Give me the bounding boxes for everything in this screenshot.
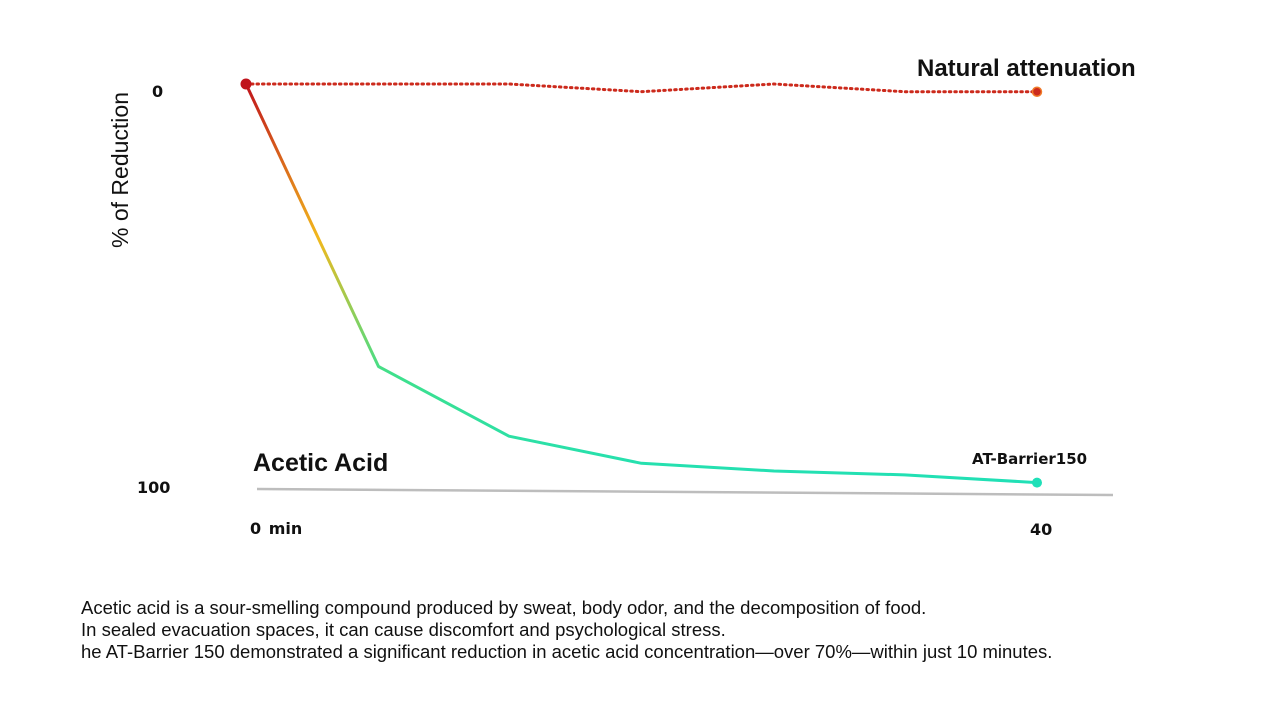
series-line-natural-attenuation	[244, 82, 1039, 94]
caption-line-1: Acetic acid is a sour-smelling compound …	[81, 597, 927, 618]
x-tick-label-end: 40	[1030, 520, 1052, 539]
y-tick-label-top: 0	[152, 82, 163, 101]
end-point-natural-attenuation	[1031, 86, 1043, 97]
y-axis-label: % of Reduction	[107, 92, 133, 248]
x-axis-baseline	[256, 487, 1114, 497]
x-tick-label-start: 0 min	[250, 519, 302, 538]
chart-title: Acetic Acid	[253, 449, 388, 477]
x-tick-start-number: 0	[250, 519, 261, 538]
start-point-marker	[240, 78, 252, 90]
x-tick-start-unit: min	[269, 519, 303, 538]
series-label-natural-attenuation: Natural attenuation	[917, 55, 1136, 82]
series-label-at-barrier150: AT-Barrier150	[972, 450, 1087, 468]
series-line-at-barrier150	[244, 83, 1038, 485]
caption-block: Acetic acid is a sour-smelling compound …	[81, 597, 1231, 663]
caption-line-3: he AT-Barrier 150 demonstrated a signifi…	[81, 641, 1053, 662]
y-tick-label-bottom: 100	[137, 478, 170, 497]
end-point-at-barrier150	[1032, 477, 1042, 488]
caption-line-2: In sealed evacuation spaces, it can caus…	[81, 619, 726, 640]
